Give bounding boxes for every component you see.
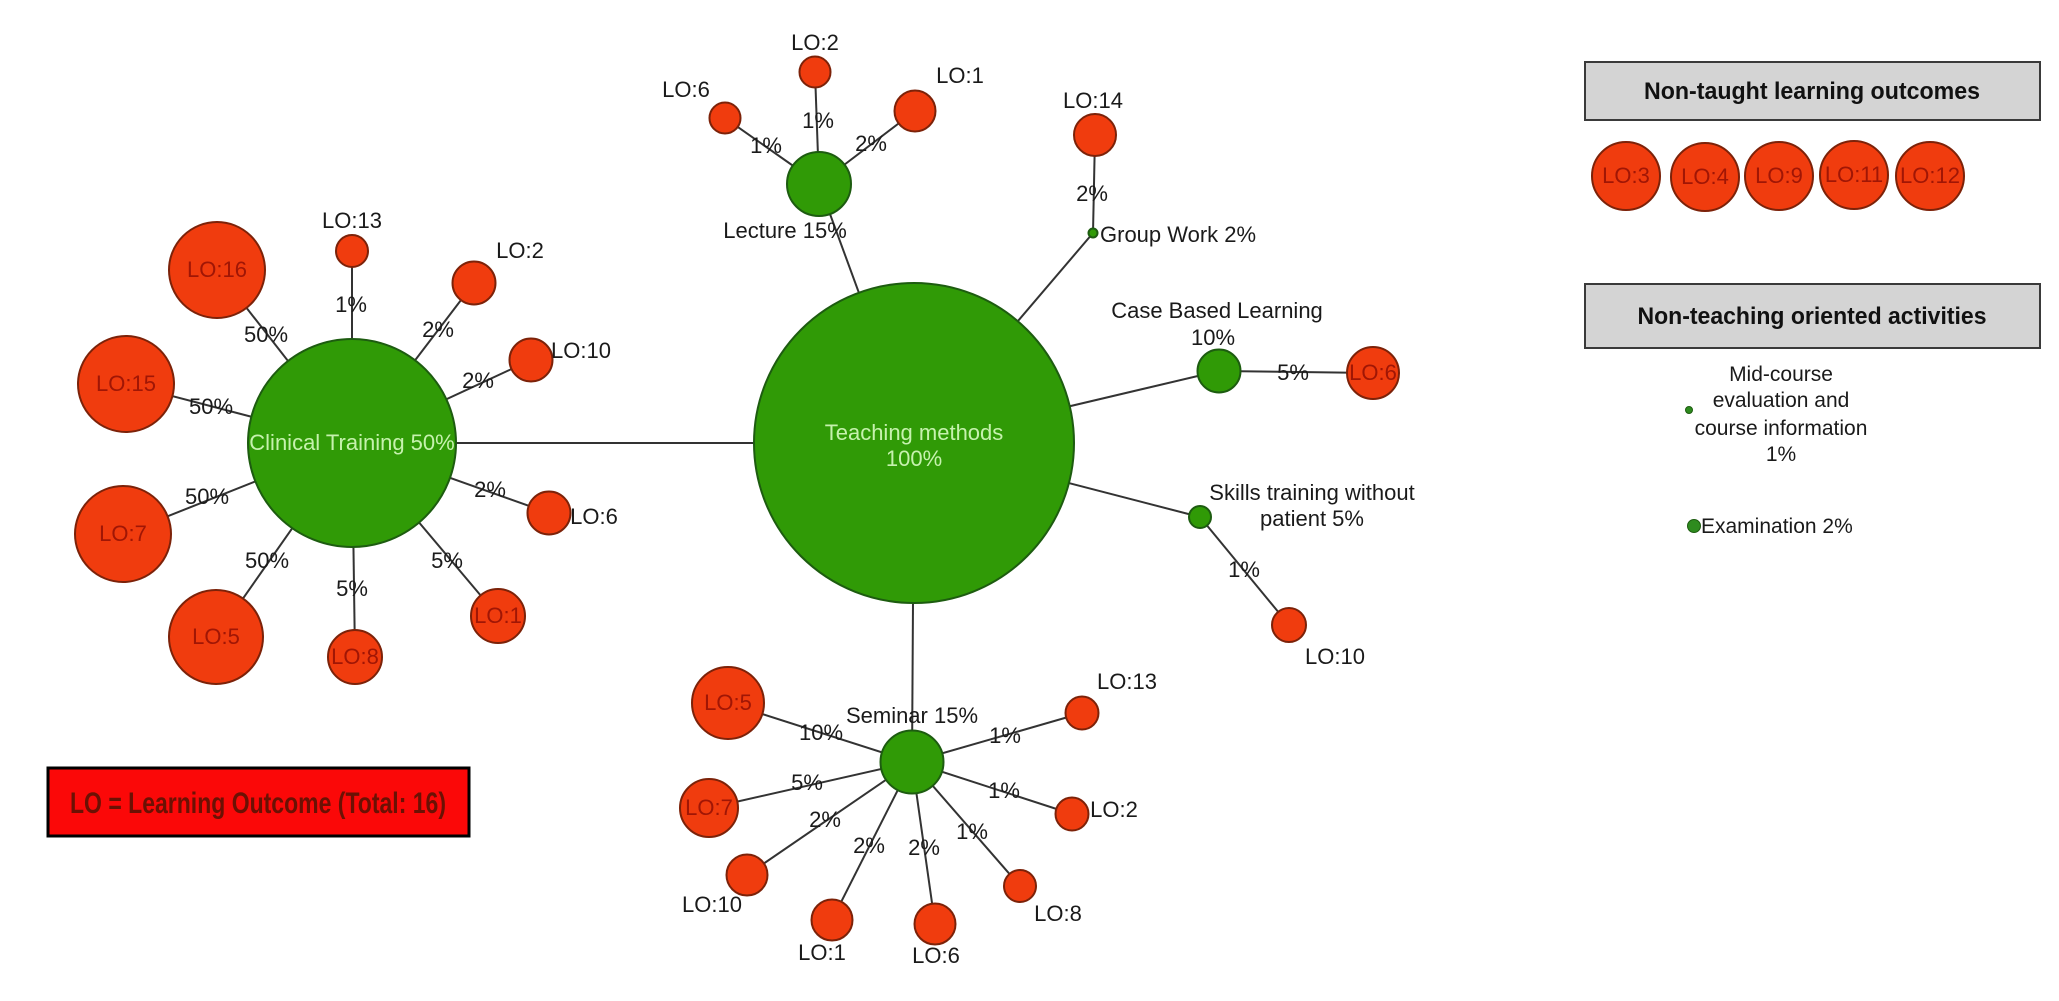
svg-text:LO:10: LO:10 <box>551 338 611 363</box>
svg-text:LO:3: LO:3 <box>1602 163 1650 188</box>
svg-text:2%: 2% <box>1076 181 1108 206</box>
svg-text:1%: 1% <box>750 133 782 158</box>
svg-text:100%: 100% <box>886 446 942 471</box>
svg-text:2%: 2% <box>462 368 494 393</box>
svg-text:1%: 1% <box>335 292 367 317</box>
svg-text:2%: 2% <box>474 477 506 502</box>
svg-text:LO:13: LO:13 <box>1097 669 1157 694</box>
svg-text:Mid-course: Mid-course <box>1729 363 1833 386</box>
svg-text:LO:13: LO:13 <box>322 208 382 233</box>
svg-text:LO:7: LO:7 <box>685 795 733 820</box>
svg-text:Clinical Training 50%: Clinical Training 50% <box>249 430 454 455</box>
svg-text:50%: 50% <box>185 484 229 509</box>
svg-text:1%: 1% <box>1766 443 1796 466</box>
svg-text:LO:6: LO:6 <box>570 504 618 529</box>
svg-text:LO = Learning Outcome (Total:: LO = Learning Outcome (Total: 16) <box>70 787 446 820</box>
svg-text:1%: 1% <box>802 108 834 133</box>
svg-text:Non-taught learning outcomes: Non-taught learning outcomes <box>1644 78 1980 105</box>
svg-text:LO:6: LO:6 <box>912 943 960 968</box>
svg-text:Skills training without: Skills training without <box>1209 480 1414 505</box>
svg-text:Examination 2%: Examination 2% <box>1701 515 1853 538</box>
svg-text:LO:1: LO:1 <box>798 940 846 965</box>
svg-text:50%: 50% <box>189 394 233 419</box>
svg-text:1%: 1% <box>989 723 1021 748</box>
svg-text:LO:5: LO:5 <box>704 690 752 715</box>
svg-text:LO:7: LO:7 <box>99 521 147 546</box>
svg-text:Group Work 2%: Group Work 2% <box>1100 222 1256 247</box>
svg-text:LO:2: LO:2 <box>791 30 839 55</box>
svg-text:LO:16: LO:16 <box>187 257 247 282</box>
svg-text:LO:5: LO:5 <box>192 624 240 649</box>
svg-text:LO:8: LO:8 <box>331 644 379 669</box>
svg-text:5%: 5% <box>431 548 463 573</box>
svg-text:LO:6: LO:6 <box>1349 360 1397 385</box>
svg-text:2%: 2% <box>853 833 885 858</box>
svg-text:LO:10: LO:10 <box>682 892 742 917</box>
svg-text:LO:4: LO:4 <box>1681 164 1729 189</box>
svg-text:50%: 50% <box>245 548 289 573</box>
svg-text:2%: 2% <box>908 835 940 860</box>
svg-text:LO:15: LO:15 <box>96 371 156 396</box>
svg-text:5%: 5% <box>1277 360 1309 385</box>
svg-text:5%: 5% <box>336 576 368 601</box>
svg-text:LO:6: LO:6 <box>662 77 710 102</box>
svg-text:LO:10: LO:10 <box>1305 644 1365 669</box>
svg-text:1%: 1% <box>988 778 1020 803</box>
svg-text:LO:2: LO:2 <box>496 238 544 263</box>
svg-text:LO:8: LO:8 <box>1034 901 1082 926</box>
svg-text:Lecture 15%: Lecture 15% <box>723 218 847 243</box>
svg-text:2%: 2% <box>422 317 454 342</box>
svg-text:5%: 5% <box>791 770 823 795</box>
svg-text:2%: 2% <box>855 131 887 156</box>
svg-text:1%: 1% <box>956 819 988 844</box>
svg-text:Seminar 15%: Seminar 15% <box>846 703 978 728</box>
svg-text:10%: 10% <box>799 720 843 745</box>
svg-text:course information: course information <box>1695 417 1868 440</box>
svg-text:LO:9: LO:9 <box>1755 163 1803 188</box>
svg-text:LO:11: LO:11 <box>1825 162 1883 187</box>
svg-text:2%: 2% <box>809 807 841 832</box>
svg-text:1%: 1% <box>1228 557 1260 582</box>
svg-text:10%: 10% <box>1191 325 1235 350</box>
svg-text:Teaching methods: Teaching methods <box>825 420 1004 445</box>
svg-text:Case Based Learning: Case Based Learning <box>1111 298 1323 323</box>
svg-text:LO:12: LO:12 <box>1900 163 1960 188</box>
svg-text:LO:1: LO:1 <box>474 603 522 628</box>
svg-text:evaluation and: evaluation and <box>1713 389 1850 412</box>
svg-text:LO:2: LO:2 <box>1090 797 1138 822</box>
svg-text:patient 5%: patient 5% <box>1260 506 1364 531</box>
svg-text:Non-teaching oriented activiti: Non-teaching oriented activities <box>1638 303 1987 330</box>
svg-text:50%: 50% <box>244 322 288 347</box>
svg-text:LO:1: LO:1 <box>936 63 984 88</box>
svg-text:LO:14: LO:14 <box>1063 88 1123 113</box>
